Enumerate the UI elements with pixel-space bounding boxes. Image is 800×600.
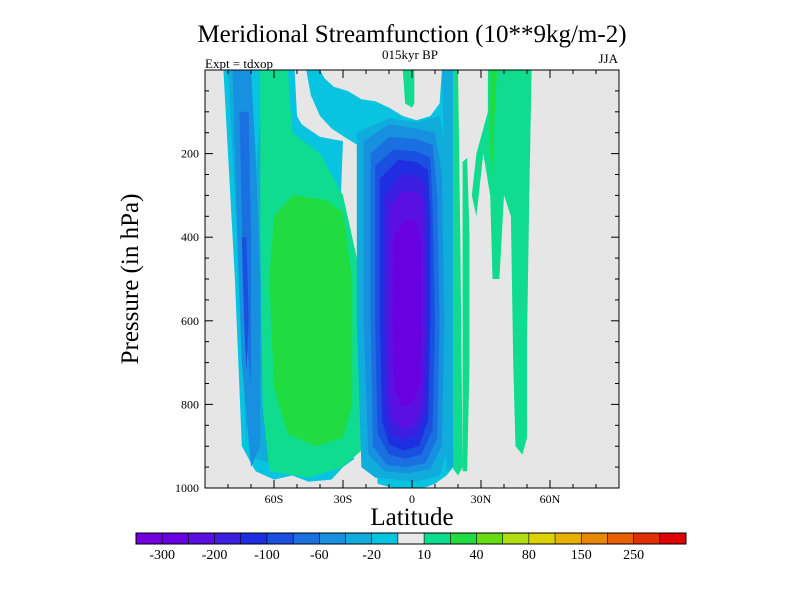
colorbar-swatch: [555, 533, 582, 544]
y-tick-label: 600: [181, 314, 199, 328]
colorbar-swatch: [162, 533, 189, 544]
chart-subtitle-left: Expt = tdxop: [205, 56, 273, 71]
colorbar-label: 150: [571, 548, 592, 563]
colorbar-swatch: [214, 533, 242, 544]
colorbar-label: -60: [310, 548, 329, 563]
colorbar-swatch: [188, 533, 215, 544]
contour-region-nh-green-strip: [453, 70, 463, 476]
colorbar-swatch: [397, 533, 425, 544]
colorbar-swatch: [633, 533, 661, 544]
colorbar-swatch: [240, 533, 268, 544]
chart-subtitle-center: 015kyr BP: [382, 47, 438, 62]
colorbar-swatch: [607, 533, 634, 544]
x-tick-label: 60N: [540, 492, 561, 506]
colorbar-label: 40: [469, 548, 483, 563]
y-tick-label: 400: [181, 230, 199, 244]
contour-region-nh-lime-sliver: [490, 70, 498, 175]
colorbar-swatch: [502, 533, 530, 544]
contour-region-sh-blue-3: [241, 237, 249, 371]
x-tick-label: 0: [409, 492, 415, 506]
colorbar-swatch: [424, 533, 451, 544]
x-axis-label: Latitude: [370, 504, 453, 531]
colorbar-frame: [135, 532, 687, 545]
colorbar-swatch: [476, 533, 503, 544]
colorbar-label: 250: [623, 548, 644, 563]
contour-region-hadley-core: [392, 220, 422, 407]
colorbar-swatch: [345, 533, 373, 544]
colorbar-label: -100: [254, 548, 280, 563]
colorbar-swatch: [528, 533, 556, 544]
y-tick-label: 200: [181, 147, 199, 161]
chart-subtitle-right: JJA: [598, 51, 618, 66]
colorbar-swatch: [450, 533, 477, 544]
contour-region-nh-cyan-edge: [441, 70, 454, 472]
contour-region-eq-green-sliver: [402, 70, 415, 108]
colorbar-label: 80: [522, 548, 536, 563]
chart-title: Meridional Streamfunction (10**9kg/m-2): [197, 21, 626, 48]
colorbar-label: -200: [202, 548, 228, 563]
x-tick-label: 30N: [471, 492, 492, 506]
colorbar-swatch: [371, 533, 399, 544]
plot-area: 60S 30S 0 30N 60N 200 400 600 800 1000: [175, 69, 620, 506]
colorbar-swatch: [581, 533, 608, 544]
y-axis: 200 400 600 800 1000: [175, 90, 619, 495]
colorbar-label: -300: [149, 548, 175, 563]
contour-region-sh-lime-core: [269, 195, 353, 447]
contour-region-nh-green-upper: [471, 70, 532, 455]
x-tick-label: 30S: [334, 492, 353, 506]
colorbar-label: 10: [417, 548, 431, 563]
colorbar-swatch: [136, 533, 163, 544]
x-axis: 60S 30S 0 30N 60N: [227, 70, 597, 506]
x-tick-label: 60S: [265, 492, 284, 506]
contour-fills: [209, 70, 532, 488]
y-axis-label: Pressure (in hPa): [117, 194, 144, 365]
colorbar-label: -20: [362, 548, 381, 563]
colorbar-swatch: [319, 533, 346, 544]
contour-region-nh-green-finger-1: [462, 157, 470, 472]
colorbar: -300 -200 -100 -60 -20 10 40 80 150 250: [135, 532, 687, 563]
y-tick-label: 800: [181, 397, 199, 411]
colorbar-swatch: [659, 533, 687, 544]
colorbar-swatch: [293, 533, 320, 544]
colorbar-swatch: [266, 533, 294, 544]
y-tick-label: 1000: [175, 481, 199, 495]
